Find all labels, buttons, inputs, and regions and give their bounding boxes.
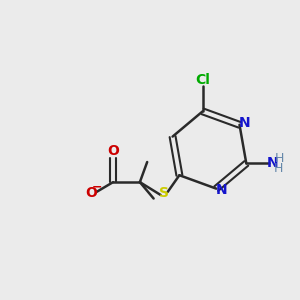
Text: S: S: [159, 186, 169, 200]
Text: −: −: [92, 181, 102, 194]
Text: H: H: [275, 152, 284, 165]
Text: O: O: [85, 186, 98, 200]
Text: N: N: [239, 116, 251, 130]
Text: O: O: [107, 144, 119, 158]
Text: Cl: Cl: [195, 73, 210, 87]
Text: H: H: [273, 162, 283, 175]
Text: N: N: [267, 156, 279, 170]
Text: N: N: [216, 183, 227, 197]
